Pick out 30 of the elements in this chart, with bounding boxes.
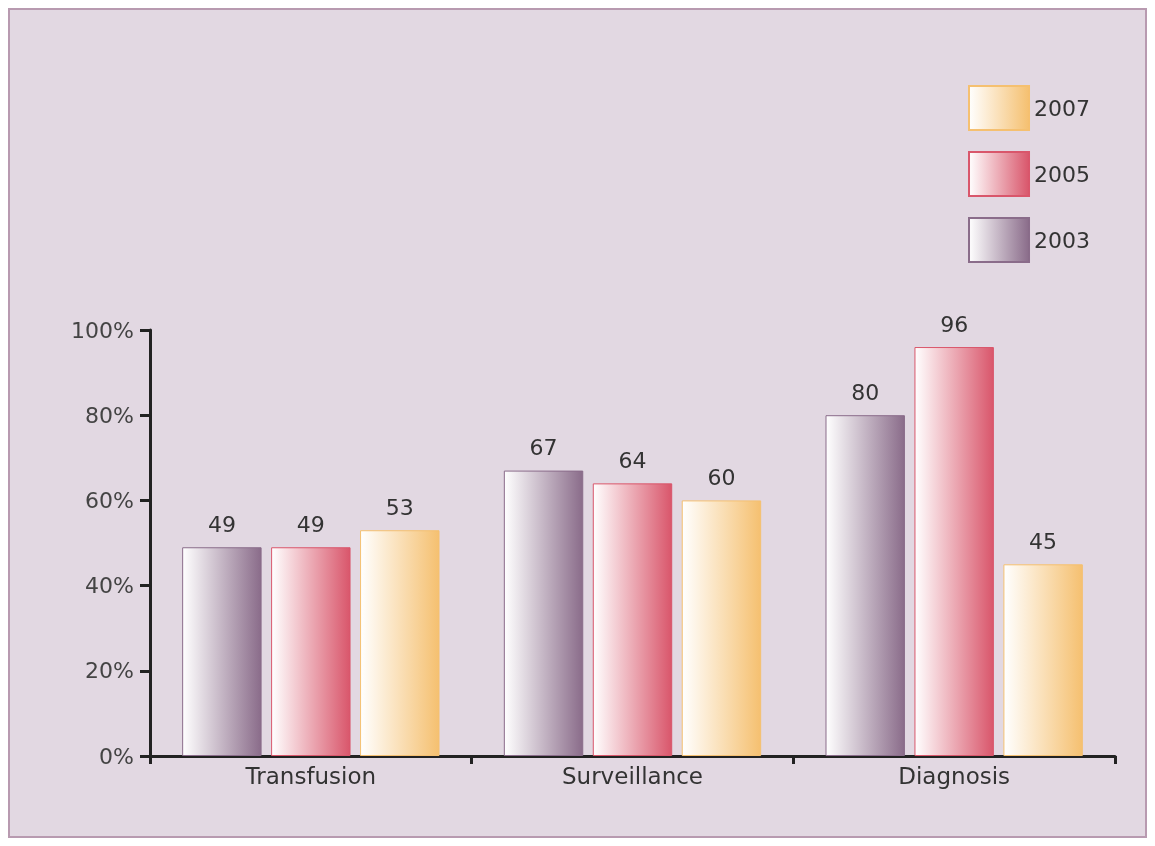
y-tick-label: 0% [99,743,134,769]
data-label: 53 [385,494,414,520]
x-tick-label: Diagnosis [898,762,1011,789]
bar [360,530,440,756]
y-tick-label: 60% [85,487,134,513]
data-label: 45 [1029,528,1058,554]
y-tick-label: 100% [71,317,134,343]
y-tick-label: 20% [85,658,134,684]
legend-label: 2007 [1034,95,1091,121]
data-label: 49 [207,511,236,537]
data-label: 64 [618,447,647,473]
bar [914,347,994,756]
data-label: 80 [851,379,880,405]
legend-label: 2005 [1034,161,1091,187]
bar [592,483,673,756]
bar [182,547,262,756]
data-label: 67 [529,435,558,461]
data-label: 49 [296,511,325,537]
y-tick-label: 40% [85,573,134,599]
legend-label: 2003 [1034,227,1091,253]
bar [271,547,351,756]
data-label: 60 [707,464,736,490]
bar [681,500,762,756]
bar [1003,564,1083,756]
data-label: 96 [940,311,969,337]
x-tick-label: Surveillance [561,762,704,789]
bar [503,470,584,756]
y-tick-label: 80% [85,402,134,428]
x-tick-label: Transfusion [244,762,377,789]
bar [825,415,905,756]
